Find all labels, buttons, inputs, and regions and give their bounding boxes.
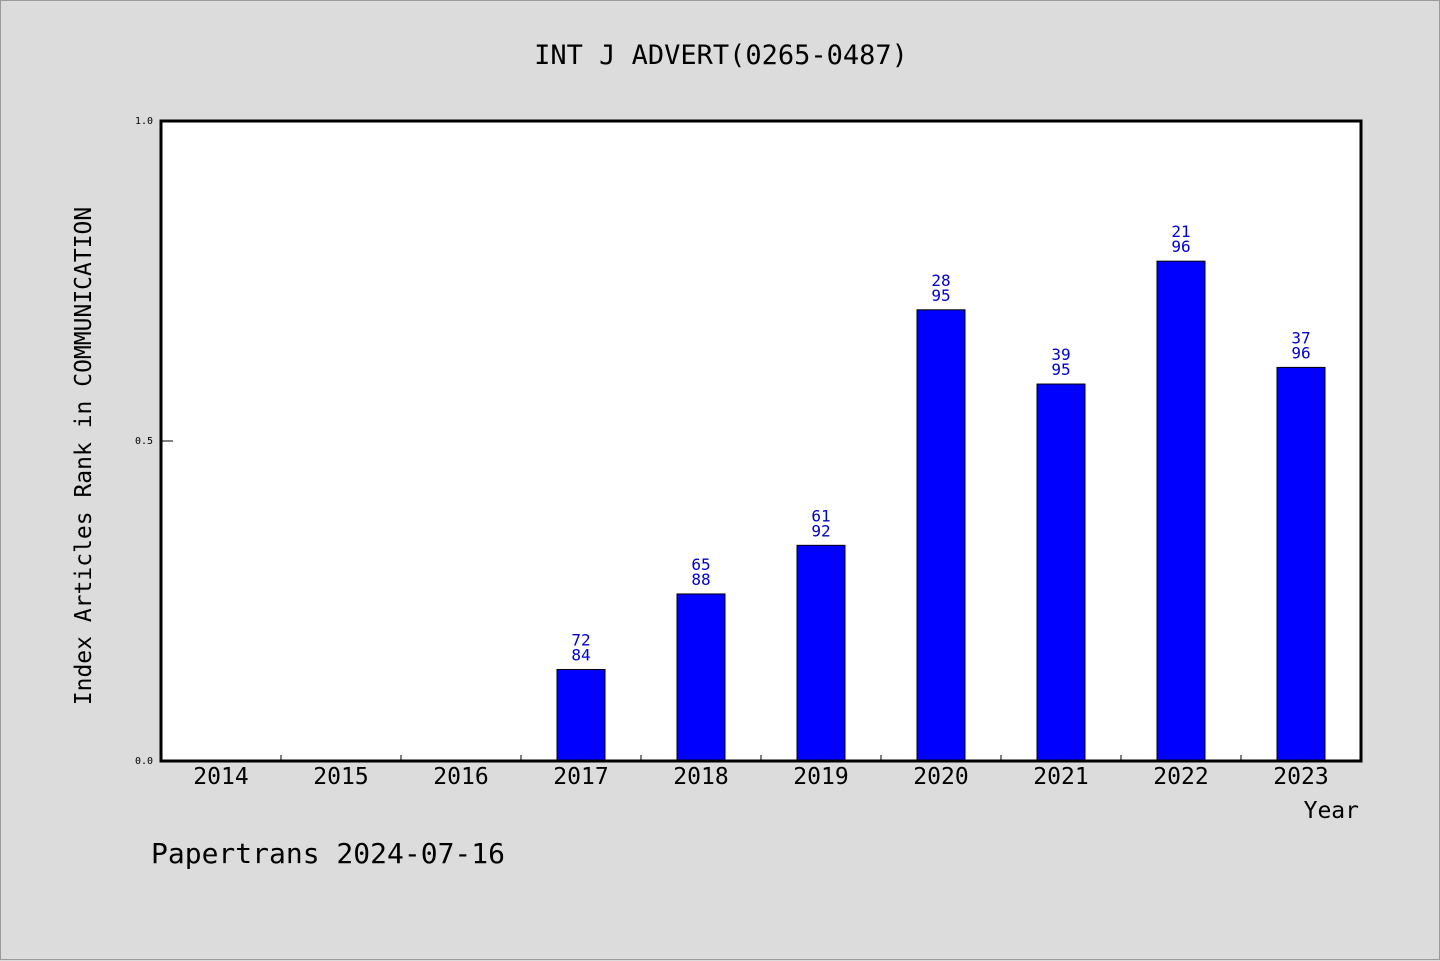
- bar-2023: [1276, 366, 1326, 762]
- y-tick-label-0.5: 0.5: [135, 436, 153, 447]
- bar-label-total-2020: 95: [931, 286, 950, 305]
- y-tick-label-1.0: 1.0: [135, 116, 153, 127]
- bar-label-total-2023: 96: [1291, 343, 1310, 362]
- bar-2022: [1156, 260, 1206, 762]
- footer-text: Papertrans 2024-07-16: [151, 837, 505, 870]
- x-tick-label-2021: 2021: [1033, 764, 1088, 790]
- bar-label-total-2021: 95: [1051, 360, 1070, 379]
- bar-2021: [1036, 383, 1086, 762]
- bar-label-total-2018: 88: [691, 570, 710, 589]
- bar-label-rank-2019: 61: [811, 506, 830, 525]
- bar-label-rank-2022: 21: [1171, 222, 1190, 241]
- bar-2020: [916, 309, 966, 762]
- x-tick-label-2016: 2016: [433, 764, 488, 790]
- bar-label-rank-2018: 65: [691, 555, 710, 574]
- x-tick-label-2022: 2022: [1153, 764, 1208, 790]
- x-axis-label: Year: [1304, 798, 1359, 824]
- bar-label-total-2022: 96: [1171, 237, 1190, 256]
- bar-label-rank-2023: 37: [1291, 328, 1310, 347]
- ticks-layer: 2014 2015 2016 2017 2018 2019 2020 2021 2022 2023…: [135, 116, 1329, 790]
- bar-label-total-2019: 92: [811, 521, 830, 540]
- bar-label-total-2017: 84: [571, 645, 590, 664]
- x-tick-label-2017: 2017: [553, 764, 608, 790]
- plot-border: [159, 119, 1363, 763]
- x-tick-label-2018: 2018: [673, 764, 728, 790]
- bar-2017: [556, 668, 606, 762]
- chart-title: INT J ADVERT(0265-0487): [534, 40, 908, 71]
- bar-label-rank-2017: 72: [571, 630, 590, 649]
- y-tick-label-0.0: 0.0: [135, 756, 153, 767]
- x-tick-label-2014: 2014: [193, 764, 248, 790]
- bar-label-rank-2021: 39: [1051, 345, 1070, 364]
- bar-2019: [796, 544, 846, 762]
- bar-2018: [676, 593, 726, 762]
- x-tick-label-2023: 2023: [1273, 764, 1328, 790]
- bar-label-rank-2020: 28: [931, 271, 950, 290]
- x-tick-label-2020: 2020: [913, 764, 968, 790]
- y-axis-label: Index Articles Rank in COMMUNICATION: [71, 207, 97, 706]
- x-tick-label-2019: 2019: [793, 764, 848, 790]
- x-tick-label-2015: 2015: [313, 764, 368, 790]
